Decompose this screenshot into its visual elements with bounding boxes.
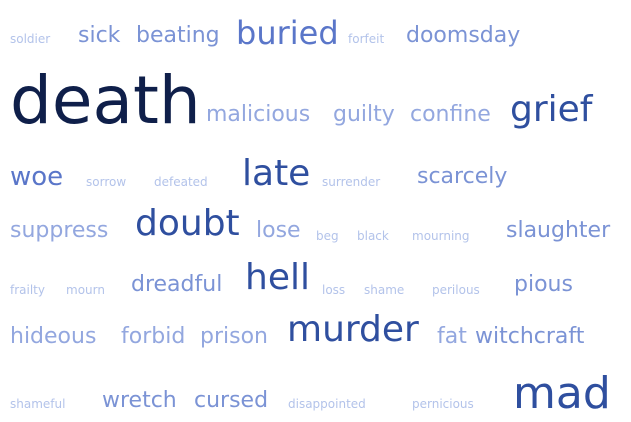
- cloud-word: guilty: [333, 102, 395, 127]
- cloud-word: shameful: [10, 397, 66, 411]
- cloud-word: shame: [364, 283, 405, 297]
- cloud-word: cursed: [194, 388, 269, 413]
- cloud-word: perilous: [432, 283, 480, 297]
- cloud-word: sorrow: [86, 175, 127, 189]
- cloud-word: buried: [236, 14, 339, 52]
- cloud-word: mourning: [412, 229, 470, 243]
- cloud-word: fat: [437, 324, 467, 349]
- cloud-word: woe: [10, 162, 64, 192]
- cloud-word: confine: [410, 102, 491, 127]
- cloud-word: wretch: [102, 388, 177, 413]
- cloud-word: mad: [513, 368, 611, 419]
- cloud-word: prison: [200, 324, 268, 349]
- cloud-word: scarcely: [417, 164, 508, 189]
- cloud-word: death: [10, 62, 201, 139]
- cloud-word: disappointed: [288, 397, 366, 411]
- cloud-word: grief: [510, 89, 593, 130]
- cloud-word: malicious: [206, 102, 311, 127]
- cloud-word: pious: [514, 272, 573, 297]
- cloud-word: lose: [256, 218, 301, 243]
- cloud-word: hell: [245, 257, 310, 298]
- cloud-word: loss: [322, 283, 346, 297]
- cloud-word: doubt: [135, 203, 240, 244]
- cloud-word: murder: [287, 309, 419, 350]
- cloud-word: hideous: [10, 324, 97, 349]
- cloud-word: witchcraft: [475, 324, 585, 349]
- cloud-word: suppress: [10, 218, 109, 243]
- cloud-word: dreadful: [131, 272, 223, 297]
- cloud-word: mourn: [66, 283, 105, 297]
- cloud-word: beating: [136, 23, 220, 48]
- cloud-word: defeated: [154, 175, 208, 189]
- cloud-word: surrender: [322, 175, 381, 189]
- cloud-word: slaughter: [506, 218, 611, 243]
- cloud-word: doomsday: [406, 23, 521, 48]
- cloud-word: pernicious: [412, 397, 474, 411]
- cloud-word: frailty: [10, 283, 45, 297]
- cloud-word: black: [357, 229, 389, 243]
- cloud-word: forbid: [121, 324, 186, 349]
- cloud-word: sick: [78, 23, 121, 48]
- cloud-word: late: [242, 153, 311, 194]
- cloud-word: soldier: [10, 32, 51, 46]
- cloud-word: beg: [316, 229, 339, 243]
- cloud-word: forfeit: [348, 32, 385, 46]
